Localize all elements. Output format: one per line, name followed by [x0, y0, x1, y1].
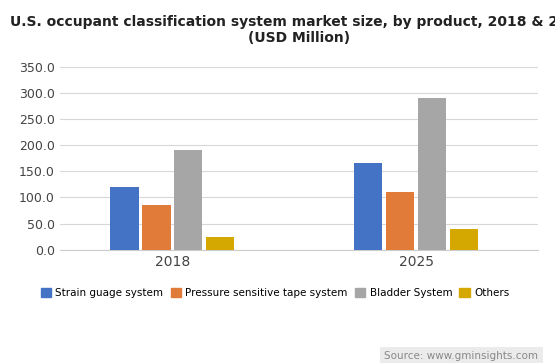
- Bar: [354, 163, 382, 250]
- Bar: [110, 187, 139, 250]
- Legend: Strain guage system, Pressure sensitive tape system, Bladder System, Others: Strain guage system, Pressure sensitive …: [37, 284, 513, 302]
- Bar: [450, 229, 478, 250]
- Bar: [143, 205, 170, 250]
- Bar: [206, 237, 234, 250]
- Text: Source: www.gminsights.com: Source: www.gminsights.com: [385, 351, 538, 361]
- Bar: [386, 192, 415, 250]
- Bar: [418, 98, 446, 250]
- Title: U.S. occupant classification system market size, by product, 2018 & 2025
(USD Mi: U.S. occupant classification system mark…: [11, 15, 555, 45]
- Bar: [174, 150, 203, 250]
